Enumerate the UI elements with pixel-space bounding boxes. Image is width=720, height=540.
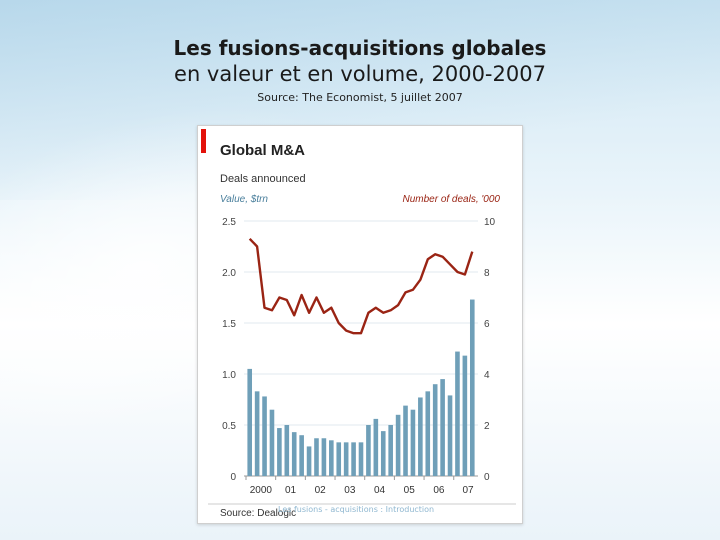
left-tick-label: 0 [230,472,236,483]
left-tick-label: 0.5 [222,421,236,432]
bar [462,355,468,476]
slide-subtitle: en valeur et en volume, 2000-2007 [174,62,546,86]
left-tick-label: 2.5 [222,217,236,228]
bar [254,391,260,476]
bar-series [247,299,475,476]
bar [247,368,253,476]
bar [299,435,304,476]
chart-svg: Global M&A Deals announced Value, $trn N… [201,129,516,519]
bar [284,425,290,476]
bar [306,446,312,476]
bar [358,442,364,476]
bar [269,409,275,476]
bar [418,397,423,476]
right-tick-label: 8 [484,268,490,279]
bar [455,351,460,476]
right-tick-label: 6 [484,319,490,330]
bar [380,431,386,476]
bar [351,442,356,476]
bar [403,405,408,476]
chart-title: Global M&A [220,142,305,159]
bar [343,442,349,476]
x-tick-label: 04 [374,485,386,496]
x-tick-label: 03 [344,485,356,496]
bar [373,418,379,476]
bar [410,409,416,476]
bar [447,395,453,476]
x-tick-label: 2000 [250,485,273,496]
brand-bar [201,129,206,153]
bar [262,396,267,476]
bar [388,425,393,476]
left-tick-label: 1.5 [222,319,236,330]
chart-subtitle: Deals announced [220,173,306,185]
bar [329,440,334,476]
right-tick-label: 10 [484,217,496,228]
left-tick-label: 1.0 [222,370,236,381]
bar [314,438,319,476]
chart-card: Global M&A Deals announced Value, $trn N… [197,125,523,524]
bar [321,438,327,476]
right-axis-label: Number of deals, '000 [402,194,500,205]
slide-title: Les fusions-acquisitions globales [173,36,547,60]
right-tick-label: 2 [484,421,490,432]
bar [469,299,475,476]
right-tick-label: 4 [484,370,490,381]
bar [432,384,438,476]
bar [395,414,401,476]
slide-source: Source: The Economist, 5 juillet 2007 [257,91,463,104]
bar [440,379,445,476]
bar [336,442,342,476]
right-tick-label: 0 [484,472,490,483]
chart-source: Source: Dealogic [220,508,296,519]
bar [425,391,431,476]
faint-footer: Les fusions - acquisitions : Introductio… [278,505,435,514]
x-tick-label: 02 [315,485,327,496]
left-axis-label: Value, $trn [220,194,268,205]
x-tick-label: 07 [462,485,474,496]
line-series [248,237,474,335]
x-tick-label: 01 [285,485,297,496]
bar [291,432,297,476]
bar [366,425,371,476]
x-tick-label: 05 [404,485,416,496]
bar [277,428,282,476]
x-tick-label: 06 [433,485,445,496]
left-tick-label: 2.0 [222,268,236,279]
axis-ticks: 2.5 2.0 1.5 1.0 0.5 0 10 8 6 4 2 0 2000 01 02 03 04 05 06 0… [222,217,495,496]
deals-line [248,237,474,335]
